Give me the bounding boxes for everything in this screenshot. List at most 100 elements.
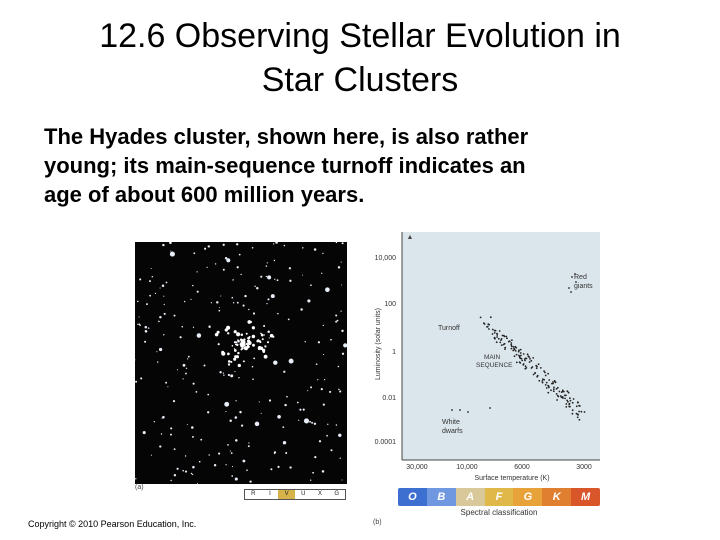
hr-star-dot bbox=[564, 394, 566, 397]
hr-star-dot bbox=[527, 355, 530, 357]
hr-star-dot bbox=[569, 399, 572, 402]
star-dot bbox=[267, 275, 272, 280]
star-dot bbox=[284, 403, 287, 407]
hr-star-dot bbox=[500, 338, 503, 340]
hr-star-dot bbox=[528, 361, 531, 363]
hr-star-dot bbox=[519, 352, 522, 354]
star-dot bbox=[249, 480, 252, 483]
hr-star-dot bbox=[558, 390, 561, 393]
star-dot bbox=[191, 435, 194, 438]
star-dot bbox=[213, 463, 217, 467]
star-dot bbox=[231, 296, 234, 299]
hr-star-dot bbox=[567, 391, 570, 394]
star-dot bbox=[144, 330, 148, 333]
star-dot bbox=[230, 374, 234, 378]
hr-diagram: ▲ 10,000 100 1 0.01 0.0001 30,000 10,000 6000 3… bbox=[372, 232, 600, 492]
star-dot bbox=[260, 412, 262, 414]
spectral-class-label: B bbox=[426, 488, 456, 506]
star-dot bbox=[170, 250, 172, 252]
white-dwarfs-label-1: White bbox=[442, 419, 460, 426]
x-axis-label: Surface temperature (K) bbox=[474, 475, 549, 482]
star-dot bbox=[187, 355, 190, 358]
star-dot bbox=[225, 464, 227, 466]
slide-body-text: The Hyades cluster, shown here, is also … bbox=[44, 122, 684, 209]
body-line-2: young; its main-sequence turnoff indicat… bbox=[44, 153, 526, 178]
star-dot bbox=[167, 386, 169, 388]
star-dot bbox=[208, 325, 211, 328]
star-dot bbox=[329, 390, 332, 393]
star-dot bbox=[184, 470, 188, 473]
hr-star-dot bbox=[521, 359, 524, 362]
hr-star-dot bbox=[522, 353, 525, 355]
star-dot bbox=[240, 273, 242, 276]
star-dot bbox=[238, 377, 240, 379]
hr-star-dot bbox=[545, 381, 548, 384]
star-dot bbox=[165, 381, 168, 384]
star-dot bbox=[170, 479, 172, 482]
star-dot bbox=[231, 344, 234, 347]
star-dot bbox=[182, 469, 185, 472]
star-dot bbox=[198, 460, 201, 463]
star-dot bbox=[163, 334, 165, 336]
star-dot bbox=[258, 401, 260, 403]
hr-star-dot bbox=[514, 350, 517, 352]
y-axis-label: Luminosity (solar units) bbox=[375, 308, 382, 380]
hr-star-dot bbox=[486, 326, 488, 328]
slide-title: 12.6 Observing Stellar Evolution in Star… bbox=[20, 14, 700, 102]
hr-star-dot bbox=[520, 354, 522, 357]
star-dot bbox=[314, 455, 317, 459]
star-dot bbox=[231, 475, 234, 477]
hr-star-dot bbox=[559, 395, 562, 397]
star-dot bbox=[251, 365, 254, 368]
star-dot bbox=[163, 312, 166, 315]
hr-star-dot bbox=[496, 336, 498, 338]
hr-star-dot bbox=[561, 396, 564, 398]
hr-star-dot bbox=[547, 391, 550, 394]
star-dot bbox=[221, 351, 226, 356]
hr-star-dot bbox=[576, 416, 579, 419]
star-dot bbox=[234, 416, 238, 419]
star-dot bbox=[261, 348, 266, 352]
star-dot bbox=[260, 333, 264, 337]
star-dot bbox=[323, 378, 326, 381]
hr-star-dot bbox=[556, 394, 559, 397]
x-tick-label: 10,000 bbox=[456, 464, 478, 471]
star-dot bbox=[259, 346, 264, 351]
hr-star-dot bbox=[579, 405, 581, 407]
hr-star-dot bbox=[550, 389, 552, 392]
hr-star-dots bbox=[451, 273, 586, 421]
hr-star-dot bbox=[574, 273, 576, 275]
star-dot bbox=[204, 247, 207, 250]
hr-star-dot bbox=[547, 372, 549, 375]
star-dot bbox=[247, 445, 250, 448]
star-dot bbox=[339, 457, 341, 459]
star-dot bbox=[195, 391, 198, 393]
star-dot bbox=[239, 342, 243, 346]
star-dot bbox=[256, 287, 259, 290]
hr-star-dot bbox=[491, 333, 494, 335]
star-dot bbox=[260, 275, 263, 278]
star-dot bbox=[165, 281, 168, 284]
hr-star-dot bbox=[556, 399, 558, 401]
photo-panel-label: (a) bbox=[135, 484, 144, 491]
hr-star-dot bbox=[512, 349, 515, 352]
star-dot bbox=[230, 452, 233, 454]
band-label: G bbox=[334, 491, 340, 497]
star-dot bbox=[173, 314, 176, 317]
star-dot bbox=[299, 408, 302, 411]
star-dot bbox=[138, 323, 141, 326]
star-dot bbox=[254, 421, 260, 427]
hr-star-dot bbox=[513, 355, 516, 358]
star-dot bbox=[248, 336, 251, 338]
star-dot bbox=[190, 472, 193, 475]
star-dot bbox=[140, 377, 143, 380]
star-dot bbox=[146, 303, 148, 306]
hr-star-dot bbox=[544, 371, 546, 374]
star-dot bbox=[239, 410, 242, 414]
hr-star-dot bbox=[568, 287, 570, 289]
star-dot bbox=[170, 433, 172, 436]
star-dot bbox=[310, 386, 313, 389]
star-dot bbox=[184, 455, 187, 457]
hr-star-dot bbox=[510, 347, 513, 350]
star-dot bbox=[237, 339, 239, 341]
